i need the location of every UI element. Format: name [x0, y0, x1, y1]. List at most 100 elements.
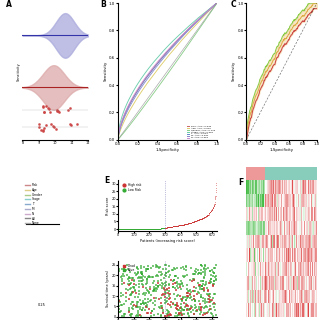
Point — [127, 227, 132, 232]
Point — [210, 205, 215, 210]
Point — [185, 289, 190, 294]
Point — [179, 311, 184, 316]
Point — [207, 268, 212, 274]
Point — [147, 287, 152, 292]
Point — [196, 217, 201, 222]
Point — [198, 217, 204, 222]
Point — [188, 220, 193, 226]
Point — [180, 222, 185, 227]
Point — [182, 275, 187, 280]
Point — [161, 226, 166, 231]
Point — [146, 311, 151, 316]
Point — [180, 284, 185, 289]
Point — [132, 281, 137, 286]
Point — [177, 223, 182, 228]
Point — [200, 216, 205, 221]
Point — [157, 226, 163, 231]
Point — [207, 294, 212, 299]
Point — [144, 226, 149, 231]
Point — [203, 214, 208, 219]
Point — [188, 304, 193, 309]
Point — [177, 312, 182, 317]
Point — [198, 310, 204, 315]
Point — [139, 269, 144, 274]
Point — [126, 227, 131, 232]
Point — [133, 227, 138, 232]
Point — [146, 274, 151, 279]
Point — [156, 226, 161, 231]
Point — [185, 308, 190, 313]
Point — [129, 227, 134, 232]
Point — [140, 226, 146, 231]
Bar — [246, 167, 265, 180]
Point — [117, 227, 122, 232]
Point — [180, 311, 185, 316]
Point — [129, 312, 134, 317]
Point — [149, 265, 154, 270]
Point — [133, 304, 139, 309]
Point — [153, 226, 158, 231]
Point — [135, 226, 140, 231]
Point — [156, 305, 161, 310]
Point — [129, 227, 134, 232]
Point — [120, 227, 125, 232]
Point — [194, 286, 199, 291]
Point — [209, 207, 214, 212]
Point — [152, 226, 157, 231]
Point — [143, 226, 148, 231]
Point — [154, 263, 159, 268]
Point — [133, 227, 138, 232]
Point — [128, 227, 133, 232]
Point — [203, 304, 208, 309]
Point — [206, 211, 212, 216]
Point — [168, 224, 173, 229]
Point — [206, 212, 211, 217]
Point — [168, 224, 173, 229]
Point — [206, 307, 211, 312]
Point — [201, 215, 206, 220]
Point — [159, 284, 164, 289]
Point — [197, 217, 202, 222]
Point — [188, 220, 193, 226]
Point — [165, 313, 171, 318]
Point — [187, 221, 192, 226]
Point — [124, 227, 129, 232]
Point — [149, 308, 155, 314]
Point — [208, 277, 213, 282]
Point — [158, 270, 164, 275]
Point — [196, 284, 202, 289]
Point — [170, 284, 175, 289]
Point — [188, 266, 193, 271]
Point — [131, 227, 136, 232]
Point — [211, 271, 216, 276]
Point — [184, 273, 189, 278]
Point — [121, 227, 126, 232]
Point — [146, 226, 151, 231]
Point — [176, 281, 181, 286]
Point — [181, 312, 186, 317]
Point — [139, 226, 144, 231]
Point — [154, 295, 159, 300]
Point — [122, 227, 127, 232]
Point — [133, 270, 138, 276]
Point — [179, 222, 184, 228]
Point — [193, 219, 198, 224]
Point — [205, 311, 210, 316]
Point — [174, 223, 180, 228]
Point — [160, 226, 165, 231]
Point — [118, 227, 123, 232]
Point — [184, 294, 189, 299]
Point — [194, 218, 199, 223]
Point — [137, 226, 142, 231]
Point — [118, 227, 124, 232]
Point — [199, 286, 204, 291]
Point — [173, 274, 178, 279]
Point — [198, 217, 203, 222]
Point — [119, 313, 124, 318]
Point — [134, 313, 140, 318]
Point — [195, 218, 200, 223]
Point — [148, 313, 153, 318]
Point — [212, 202, 217, 207]
X-axis label: 1-Specificity: 1-Specificity — [269, 148, 293, 152]
Point — [204, 214, 209, 219]
